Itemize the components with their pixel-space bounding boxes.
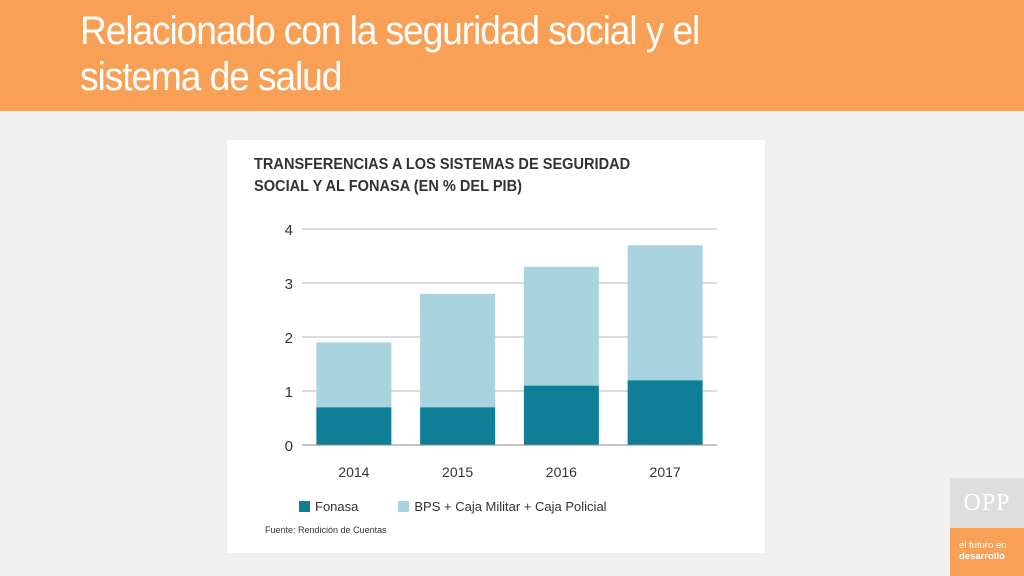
chart-title: TRANSFERENCIAS A LOS SISTEMAS DE SEGURID… bbox=[254, 154, 724, 198]
y-tick-label: 2 bbox=[285, 330, 293, 347]
chart-source: Fuente: Rendición de Cuentas bbox=[265, 525, 387, 535]
chart-legend: Fonasa BPS + Caja Militar + Caja Policia… bbox=[299, 496, 647, 516]
opp-logo: OPP bbox=[963, 489, 1011, 516]
brand-tagline-line-1: el futuro en bbox=[959, 540, 1007, 551]
bar-bps-2017 bbox=[627, 245, 703, 381]
x-tick-label: 2014 bbox=[338, 464, 369, 480]
x-tick-label: 2015 bbox=[442, 464, 473, 480]
bar-bps-2016 bbox=[523, 266, 599, 386]
y-tick-label: 3 bbox=[285, 276, 293, 293]
stacked-bar-chart: 0 1 2 3 4 2014 2015 2016 2017 bbox=[285, 222, 717, 480]
y-tick-label: 4 bbox=[285, 222, 293, 239]
legend-label-bps: BPS + Caja Militar + Caja Policial bbox=[414, 498, 607, 514]
bar-fonasa-2016 bbox=[523, 385, 599, 445]
legend-item-bps: BPS + Caja Militar + Caja Policial bbox=[398, 498, 607, 514]
legend-swatch-fonasa bbox=[299, 500, 310, 512]
slide-title-line-1: Relacionado con la seguridad social y el bbox=[80, 9, 700, 53]
y-tick-label: 0 bbox=[285, 438, 293, 455]
brand-logo-area: OPP bbox=[950, 478, 1024, 528]
bar-fonasa-2014 bbox=[316, 407, 392, 445]
x-tick-label: 2017 bbox=[650, 464, 681, 480]
bar-fonasa-2015 bbox=[420, 407, 496, 445]
header-band bbox=[0, 0, 1024, 111]
legend-label-fonasa: Fonasa bbox=[315, 498, 359, 514]
brand-tagline: el futuro en desarrollo bbox=[950, 528, 1024, 576]
brand-box: OPP el futuro en desarrollo bbox=[950, 478, 1024, 576]
x-tick-label: 2016 bbox=[546, 464, 577, 480]
slide-title-line-2: sistema de salud bbox=[80, 55, 342, 99]
chart-title-line-1: TRANSFERENCIAS A LOS SISTEMAS DE SEGURID… bbox=[254, 156, 631, 173]
chart-title-line-2: SOCIAL Y AL FONASA (EN % DEL PIB) bbox=[254, 178, 522, 195]
brand-tagline-line-2: desarrollo bbox=[959, 551, 1005, 562]
legend-swatch-bps bbox=[398, 500, 410, 512]
bar-fonasa-2017 bbox=[627, 380, 703, 445]
slide-title: Relacionado con la seguridad social y el… bbox=[80, 8, 824, 100]
legend-item-fonasa: Fonasa bbox=[299, 499, 358, 514]
chart-card: TRANSFERENCIAS A LOS SISTEMAS DE SEGURID… bbox=[227, 140, 765, 553]
bar-bps-2015 bbox=[420, 293, 496, 408]
y-tick-label: 1 bbox=[285, 384, 293, 401]
bar-bps-2014 bbox=[316, 342, 392, 408]
